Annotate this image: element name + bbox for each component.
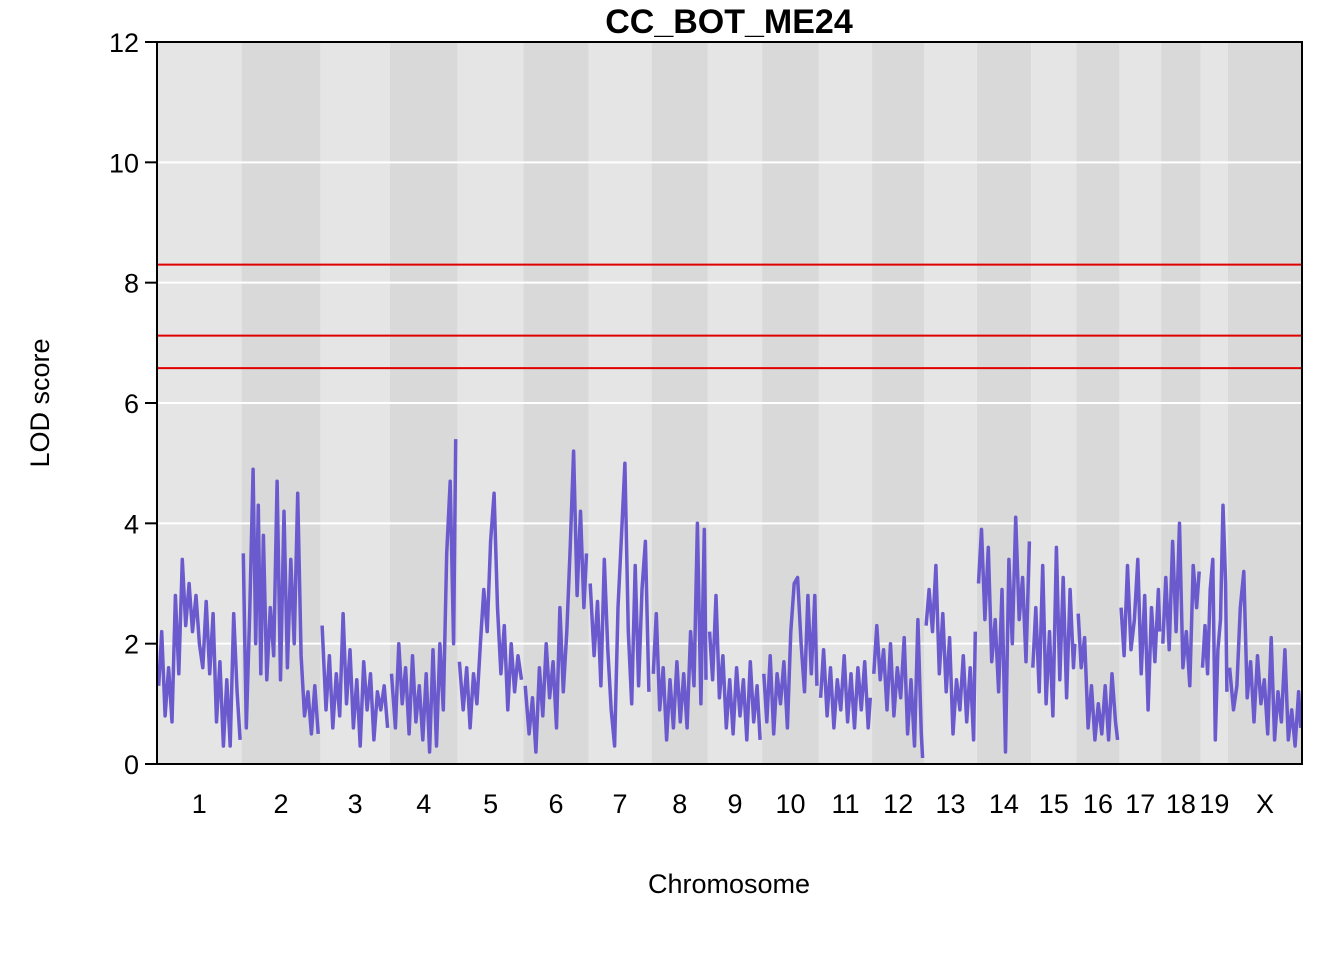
lod-curve-chr-13 xyxy=(924,563,978,742)
x-tick-label-1: 1 xyxy=(192,789,207,819)
x-tick-label-17: 17 xyxy=(1125,789,1155,819)
lod-curve-chr-2 xyxy=(241,467,320,736)
lod-curve-chr-8 xyxy=(651,521,708,742)
grid-lines xyxy=(157,161,1302,645)
lod-curve-chr-14 xyxy=(976,515,1032,754)
lod-curve-chr-X xyxy=(1227,569,1303,748)
x-tick-label-3: 3 xyxy=(348,789,363,819)
y-tick-label: 0 xyxy=(124,750,139,780)
lod-curve-chr-6 xyxy=(523,449,589,754)
y-tick-label: 8 xyxy=(124,269,139,299)
lod-curve-chr-4 xyxy=(389,439,458,754)
chart-title: CC_BOT_ME24 xyxy=(605,3,853,41)
lod-curve-chr-12 xyxy=(872,617,925,759)
x-tick-label-5: 5 xyxy=(483,789,498,819)
x-tick-label-4: 4 xyxy=(416,789,431,819)
x-tick-label-9: 9 xyxy=(727,789,742,819)
x-tick-label-10: 10 xyxy=(775,789,805,819)
lod-curve-chr-10 xyxy=(762,575,819,736)
lod-curve-chr-17 xyxy=(1119,557,1162,712)
x-tick-label-X: X xyxy=(1256,789,1274,819)
y-tick-label: 2 xyxy=(124,630,139,660)
x-tick-label-6: 6 xyxy=(548,789,563,819)
x-tick-label-14: 14 xyxy=(989,789,1019,819)
x-tick-label-18: 18 xyxy=(1166,789,1196,819)
x-tick-label-8: 8 xyxy=(672,789,687,819)
lod-curve-chr-11 xyxy=(818,647,873,730)
lod-curve-chr-1 xyxy=(156,557,242,748)
x-tick-label-16: 16 xyxy=(1083,789,1113,819)
x-tick-label-13: 13 xyxy=(936,789,966,819)
x-axis-label: Chromosome xyxy=(648,869,810,899)
lod-curve-chr-5 xyxy=(457,491,524,730)
lod-curve-chr-19 xyxy=(1200,503,1229,742)
lod-curve-chr-15 xyxy=(1031,545,1077,718)
x-tick-label-2: 2 xyxy=(273,789,288,819)
y-axis: 0 2 4 6 8 10 12 xyxy=(109,28,157,780)
lod-curve-chr-16 xyxy=(1076,613,1120,742)
lod-curves xyxy=(156,439,1303,759)
lod-curve-chr-7 xyxy=(588,461,651,748)
x-tick-label-15: 15 xyxy=(1039,789,1069,819)
x-tick-label-19: 19 xyxy=(1199,789,1229,819)
y-tick-label: 6 xyxy=(124,389,139,419)
lod-curve-chr-9 xyxy=(707,593,762,742)
y-axis-label: LOD score xyxy=(25,338,55,467)
x-tick-label-11: 11 xyxy=(831,789,859,819)
lod-curve-chr-18 xyxy=(1161,521,1201,688)
y-tick-label: 10 xyxy=(109,148,139,178)
x-tick-label-12: 12 xyxy=(883,789,913,819)
y-tick-label: 12 xyxy=(109,28,139,58)
x-axis: 1 2 3 4 5 6 7 8 9 10 11 12 13 14 15 16 17 18 19 X xyxy=(192,789,1274,819)
threshold-lines xyxy=(157,263,1302,370)
x-tick-label-7: 7 xyxy=(613,789,628,819)
lod-curve-chr-3 xyxy=(320,611,390,748)
y-tick-label: 4 xyxy=(124,509,139,539)
